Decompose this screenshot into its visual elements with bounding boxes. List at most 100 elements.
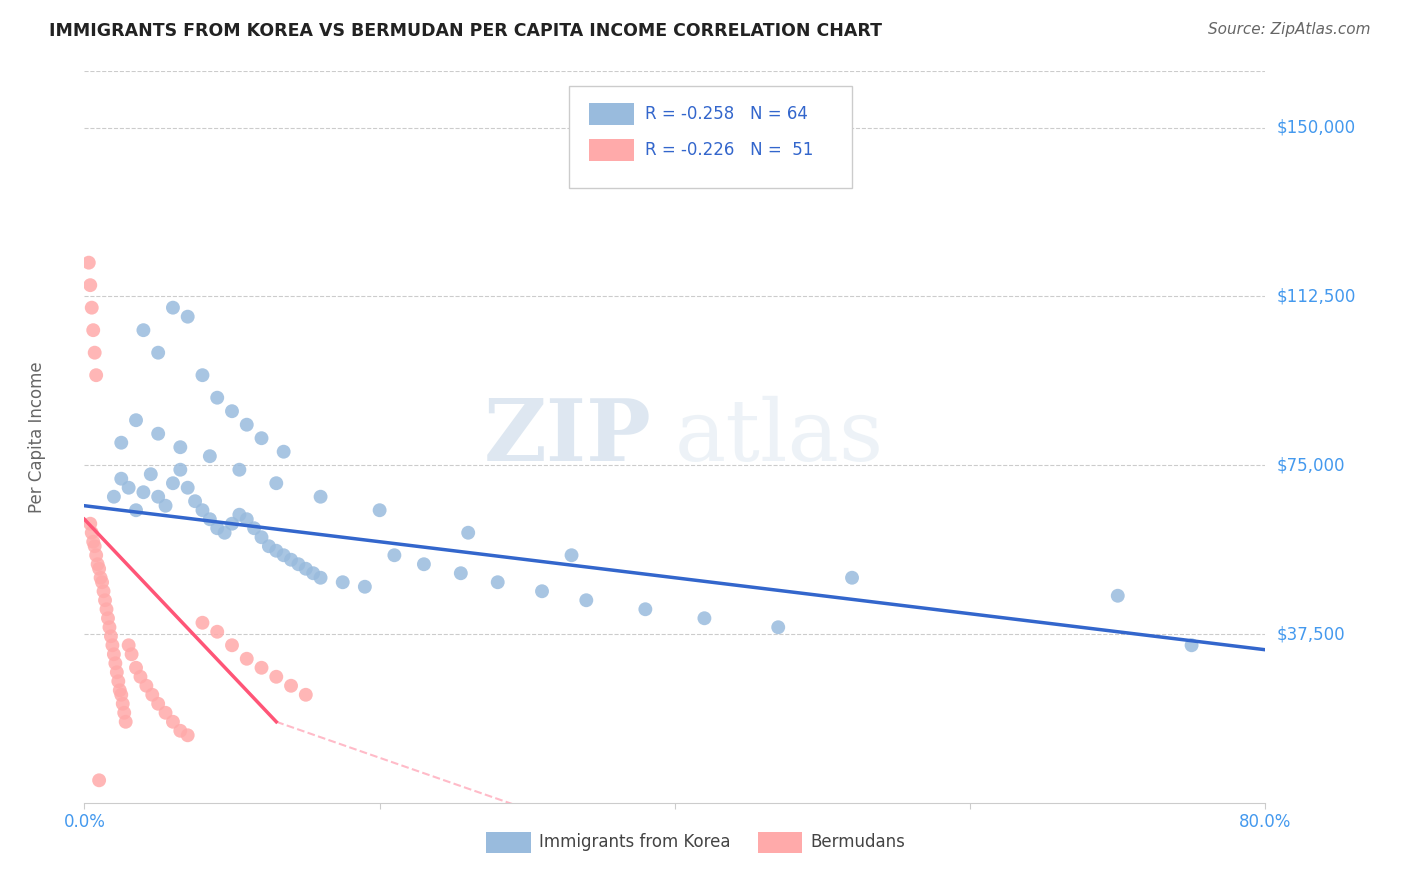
Point [162,301,184,315]
Text: R = -0.258   N = 64: R = -0.258 N = 64 [645,104,808,123]
Point [141,688,163,702]
Point [132,485,155,500]
Point [207,521,229,535]
Point [309,490,332,504]
Point [169,440,191,454]
Point [80,525,103,540]
Point [221,638,243,652]
Point [207,624,229,639]
Point [148,426,170,441]
Point [84,368,107,383]
Point [457,525,479,540]
Point [90,571,112,585]
Point [121,647,143,661]
Point [110,435,132,450]
Point [98,620,121,634]
Point [125,413,148,427]
Point [1107,589,1129,603]
Point [332,575,354,590]
Point [207,391,229,405]
Point [104,657,127,671]
Point [112,706,135,720]
Point [295,688,318,702]
Text: IMMIGRANTS FROM KOREA VS BERMUDAN PER CAPITA INCOME CORRELATION CHART: IMMIGRANTS FROM KOREA VS BERMUDAN PER CA… [49,22,882,40]
Point [191,503,214,517]
Point [100,629,122,643]
Point [103,490,125,504]
Point [302,566,325,581]
Point [155,499,177,513]
Text: Immigrants from Korea: Immigrants from Korea [538,833,731,851]
Point [198,512,221,526]
Point [125,661,148,675]
Point [125,503,148,517]
Text: $37,500: $37,500 [1277,625,1346,643]
Point [1181,638,1204,652]
Point [266,543,288,558]
Point [450,566,472,581]
Point [228,508,250,522]
Point [250,431,273,445]
Point [79,516,101,531]
Point [162,476,184,491]
Point [295,562,318,576]
Point [266,670,288,684]
Point [280,679,302,693]
Point [273,444,295,458]
Bar [758,832,803,853]
Point [486,575,509,590]
Point [114,714,136,729]
Point [91,575,114,590]
Text: Bermudans: Bermudans [811,833,905,851]
Point [184,494,207,508]
Point [177,310,200,324]
Text: Source: ZipAtlas.com: Source: ZipAtlas.com [1208,22,1371,37]
Point [561,548,583,562]
Point [80,301,103,315]
Point [198,449,221,463]
Point [191,615,214,630]
Point [155,706,177,720]
Point [413,558,436,572]
Point [273,548,295,562]
Point [531,584,554,599]
Point [250,661,273,675]
Point [82,323,104,337]
Point [236,652,259,666]
Point [103,647,125,661]
FancyBboxPatch shape [568,86,852,188]
Point [86,558,108,572]
Point [139,467,162,482]
Point [575,593,598,607]
Point [135,679,157,693]
Point [108,683,131,698]
Point [243,521,266,535]
Point [169,723,191,738]
Point [93,584,115,599]
Point [107,674,129,689]
Point [87,773,111,788]
Text: ZIP: ZIP [484,395,651,479]
Point [214,525,236,540]
Point [236,512,259,526]
Point [87,562,111,576]
Point [368,503,391,517]
Bar [589,103,634,125]
Point [77,255,100,269]
Text: $150,000: $150,000 [1277,119,1355,136]
Point [83,539,105,553]
Point [257,539,280,553]
Point [221,404,243,418]
Point [132,323,155,337]
Point [118,638,141,652]
Text: atlas: atlas [675,395,884,479]
Point [101,638,124,652]
Point [228,463,250,477]
Point [96,602,118,616]
Point [82,534,104,549]
Point [309,571,332,585]
Point [221,516,243,531]
Point [382,548,406,562]
Point [287,558,309,572]
Point [280,553,302,567]
